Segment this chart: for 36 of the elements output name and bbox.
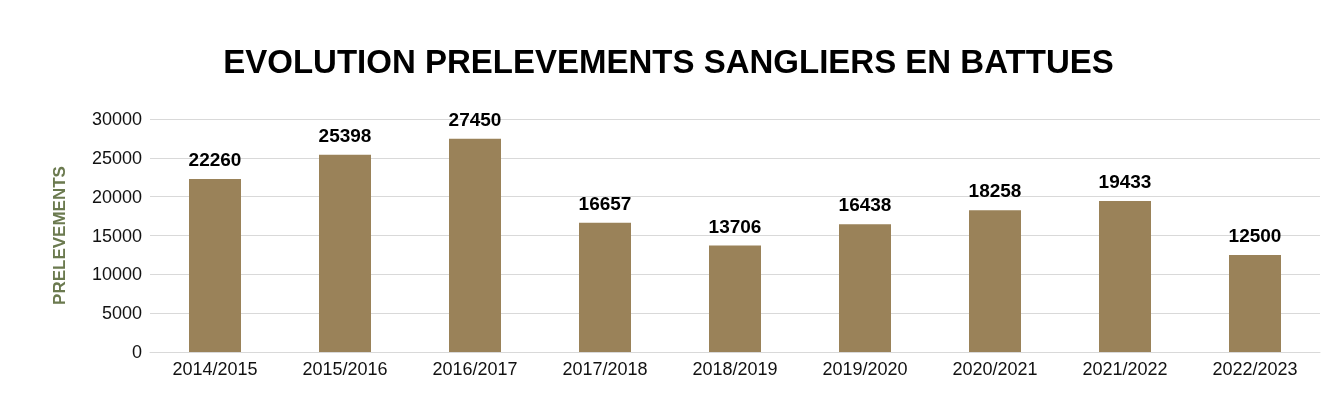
bar — [579, 222, 631, 352]
x-tick-label: 2022/2023 — [1212, 359, 1298, 379]
bar — [709, 245, 761, 352]
x-tick-label: 2018/2019 — [692, 359, 778, 379]
data-label: 22260 — [188, 149, 242, 171]
bar — [1099, 201, 1151, 352]
data-label: 27450 — [448, 108, 502, 130]
bar — [189, 179, 241, 352]
x-tick-label: 2019/2020 — [822, 359, 908, 379]
bar — [319, 154, 371, 352]
y-tick-label: 25000 — [91, 147, 142, 168]
data-label: 13706 — [708, 215, 762, 237]
x-tick-label: 2020/2021 — [952, 359, 1038, 379]
chart-title: EVOLUTION PRELEVEMENTS SANGLIERS EN BATTUES — [223, 43, 1114, 80]
data-label: 18258 — [968, 180, 1022, 202]
data-label: 25398 — [318, 124, 372, 146]
x-tick-label: 2015/2016 — [302, 359, 388, 379]
y-tick-label: 20000 — [91, 186, 142, 207]
bar — [449, 138, 501, 352]
bar — [1229, 254, 1281, 352]
x-tick-label: 2014/2015 — [172, 359, 258, 379]
x-tick-label: 2016/2017 — [432, 359, 518, 379]
x-tick-label: 2017/2018 — [562, 359, 648, 379]
x-tick-label: 2021/2022 — [1082, 359, 1168, 379]
y-tick-label: 5000 — [101, 303, 142, 324]
data-label: 16657 — [578, 192, 632, 214]
y-axis-title: PRELEVEMENTS — [50, 166, 69, 305]
y-tick-label: 10000 — [91, 264, 142, 285]
bar — [969, 210, 1021, 352]
bar — [839, 224, 891, 352]
y-tick-label: 15000 — [91, 225, 142, 246]
data-label: 12500 — [1228, 224, 1282, 246]
y-tick-label: 0 — [131, 342, 142, 362]
data-label: 19433 — [1098, 171, 1152, 193]
y-tick-label: 30000 — [91, 109, 142, 129]
data-label: 16438 — [838, 194, 892, 216]
